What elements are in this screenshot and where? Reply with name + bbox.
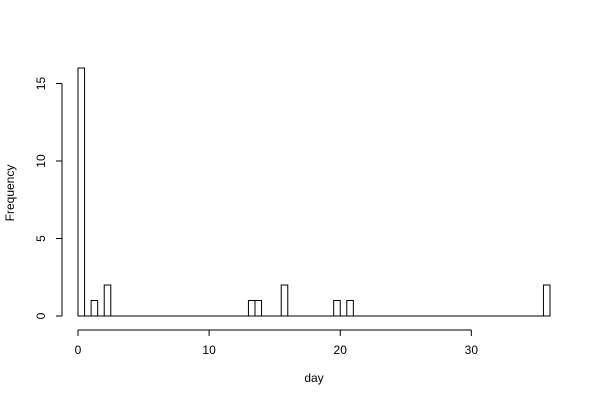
histogram-bar [280,284,289,317]
x-axis-label: day [304,371,323,385]
histogram-bar [254,300,263,317]
y-tick-label: 0 [34,312,48,319]
y-axis-label: Frequency [3,165,17,222]
histogram-bar [542,284,551,317]
histogram-bar [333,300,341,317]
x-axis: 0 10 20 30 [75,329,479,357]
histogram-bar [247,300,256,317]
y-tick-label: 5 [34,235,48,242]
y-axis: 0 5 10 15 [34,77,63,319]
histogram-bars [77,67,551,317]
histogram-bar [103,284,112,317]
x-tick-label: 0 [75,343,82,357]
histogram-bar [90,300,99,317]
y-tick-label: 15 [34,77,48,91]
x-tick-label: 20 [334,343,348,357]
y-tick-label: 10 [34,154,48,168]
histogram-bar [77,67,86,317]
x-tick-label: 10 [202,343,216,357]
x-tick-label: 30 [465,343,479,357]
histogram-bar [346,300,354,317]
